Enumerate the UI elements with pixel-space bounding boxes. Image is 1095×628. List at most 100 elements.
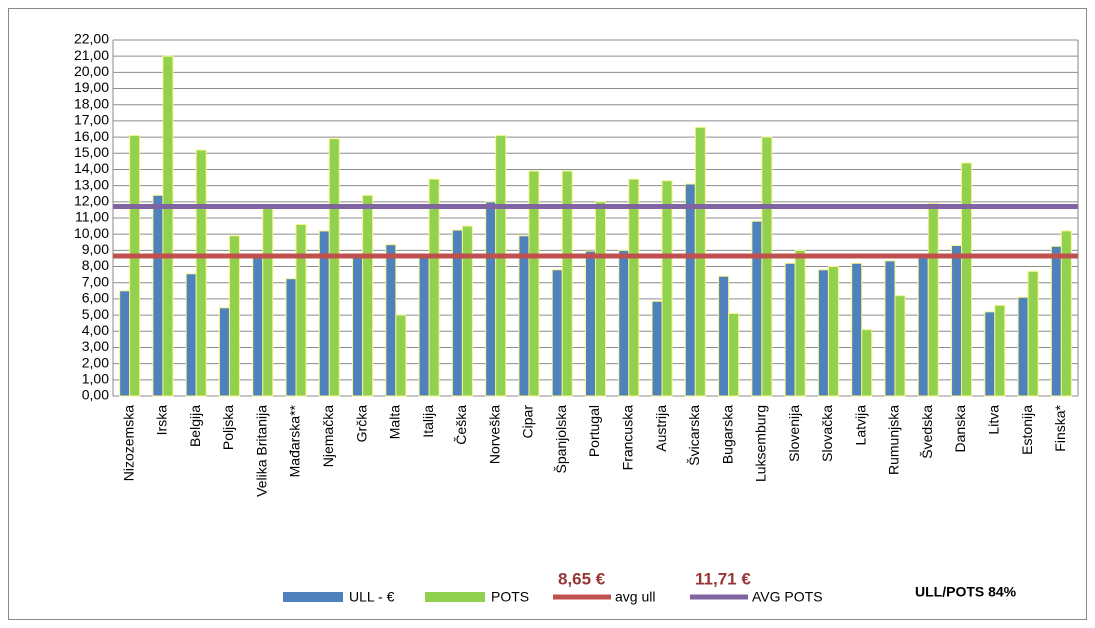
y-tick-label: 20,00 <box>74 63 109 79</box>
bar <box>295 223 307 397</box>
bar <box>1027 270 1039 397</box>
y-tick-label: 8,00 <box>82 257 109 273</box>
x-tick-label: Malta <box>387 405 403 439</box>
x-tick-label: Bugarska <box>719 405 735 464</box>
bar <box>661 180 673 397</box>
bar <box>152 194 164 397</box>
bar <box>485 201 497 397</box>
bar <box>119 290 131 397</box>
bar <box>951 245 963 397</box>
bar <box>718 275 730 397</box>
bar <box>328 138 340 397</box>
bar <box>162 55 174 397</box>
bar <box>684 183 696 397</box>
reference-value-label: 11,71 € <box>695 569 751 588</box>
bar <box>585 250 596 397</box>
y-tick-label: 21,00 <box>74 47 109 63</box>
y-tick-label: 17,00 <box>74 112 109 128</box>
x-tick-label: Nizozemska <box>120 405 136 481</box>
legend-label: POTS <box>491 589 529 605</box>
bar <box>1017 296 1029 397</box>
bar <box>851 262 863 397</box>
y-tick-label: 7,00 <box>82 273 109 289</box>
bar <box>461 225 473 397</box>
y-tick-label: 12,00 <box>74 193 109 209</box>
bar <box>218 307 230 397</box>
x-tick-label: Švedska <box>919 405 935 459</box>
legend-swatch <box>283 592 343 602</box>
y-tick-label: 11,00 <box>75 209 109 225</box>
bar <box>794 249 806 397</box>
y-tick-label: 4,00 <box>82 322 109 338</box>
x-tick-label: Austrija <box>653 405 669 452</box>
bar <box>917 256 929 397</box>
x-tick-label: Danska <box>952 405 968 453</box>
bar <box>285 278 297 397</box>
bar <box>362 194 374 397</box>
x-tick-label: Slovačka <box>819 405 835 462</box>
bar <box>518 235 530 397</box>
bar <box>252 256 264 397</box>
y-tick-label: 3,00 <box>82 338 109 354</box>
bar <box>728 312 740 397</box>
x-tick-label: Norveška <box>486 405 502 464</box>
bar <box>228 235 240 397</box>
bar <box>884 260 896 397</box>
x-tick-label: Cipar <box>520 405 536 439</box>
bar <box>1060 230 1072 397</box>
bar <box>352 256 364 397</box>
bar <box>395 314 407 397</box>
x-tick-label: Rumunjska <box>886 405 902 475</box>
y-tick-label: 5,00 <box>82 306 109 322</box>
bar <box>418 257 430 397</box>
bar <box>694 126 706 397</box>
bar <box>817 269 829 397</box>
y-tick-label: 22,00 <box>74 31 109 47</box>
y-tick-label: 1,00 <box>82 371 109 387</box>
x-tick-label: Švicarska <box>686 405 702 466</box>
x-tick-label: Estonija <box>1019 405 1035 455</box>
y-tick-label: 2,00 <box>82 354 109 370</box>
bar <box>185 273 197 397</box>
y-tick-label: 14,00 <box>74 160 109 176</box>
bar <box>262 207 274 397</box>
y-tick-label: 19,00 <box>74 79 109 95</box>
x-tick-label: Portugal <box>586 405 602 457</box>
legend-label: AVG POTS <box>752 589 823 605</box>
bar <box>651 300 663 397</box>
bar <box>495 134 507 397</box>
y-tick-label: 15,00 <box>74 144 109 160</box>
bar <box>129 134 141 397</box>
bar <box>994 304 1006 397</box>
y-tick-label: 6,00 <box>82 290 109 306</box>
x-tick-label: Poljska <box>220 405 236 450</box>
x-tick-label: Njemačka <box>320 405 336 467</box>
bar <box>927 202 939 397</box>
legend-label: avg ull <box>615 589 655 605</box>
x-tick-label: Mađarska** <box>287 404 303 477</box>
x-tick-label: Češka <box>453 405 469 445</box>
x-tick-label: Slovenija <box>786 405 802 462</box>
bar <box>428 178 440 397</box>
x-tick-label: Luksemburg <box>753 405 769 482</box>
bar <box>561 170 573 397</box>
x-tick-label: Velika Britanija <box>253 405 269 497</box>
y-tick-label: 0,00 <box>82 387 109 403</box>
reference-value-label: 8,65 € <box>558 569 606 588</box>
bar <box>618 249 630 397</box>
annotation: ULL/POTS 84% <box>915 584 1017 600</box>
x-tick-label: Grčka <box>353 405 369 443</box>
y-tick-label: 10,00 <box>74 225 109 241</box>
bar <box>961 162 973 397</box>
x-tick-label: Irska <box>154 405 170 436</box>
bar <box>827 266 839 397</box>
bar <box>984 311 996 397</box>
bar <box>784 262 796 397</box>
bar <box>528 170 540 397</box>
bar <box>1050 245 1062 397</box>
bar <box>551 269 563 397</box>
x-tick-label: Francuska <box>619 405 635 471</box>
x-tick-label: Španjolska <box>553 405 569 474</box>
y-tick-label: 9,00 <box>82 241 109 257</box>
